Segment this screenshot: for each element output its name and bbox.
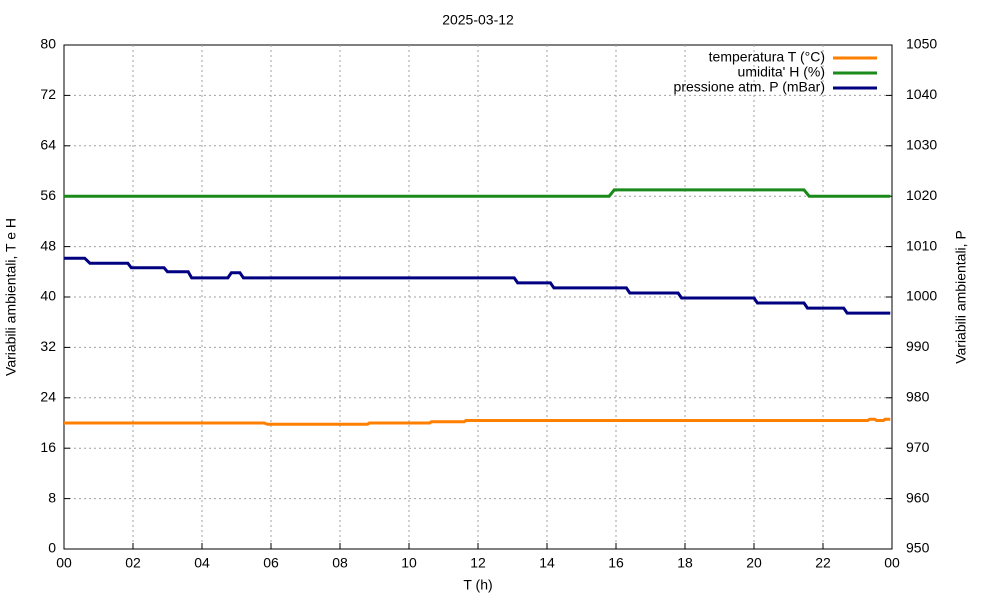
y-tick-label: 32 — [40, 338, 56, 354]
x-tick-label: 22 — [815, 555, 831, 571]
chart-title: 2025-03-12 — [442, 12, 514, 28]
x-tick-label: 10 — [401, 555, 417, 571]
y2-tick-label: 990 — [906, 338, 930, 354]
x-tick-label: 00 — [56, 555, 72, 571]
x-tick-label: 18 — [677, 555, 693, 571]
legend-label: umidita' H (%) — [738, 64, 825, 80]
y-tick-label: 80 — [40, 36, 56, 52]
x-tick-label: 12 — [470, 555, 486, 571]
y2-tick-label: 970 — [906, 439, 930, 455]
x-tick-label: 14 — [539, 555, 555, 571]
x-axis-label: T (h) — [463, 577, 492, 593]
y-tick-label: 48 — [40, 237, 56, 253]
x-tick-label: 04 — [194, 555, 210, 571]
y2-tick-label: 950 — [906, 540, 930, 556]
series-line — [64, 188, 891, 198]
y-axis-label: Variabili ambientali, T e H — [3, 218, 19, 376]
y2-tick-label: 960 — [906, 489, 930, 505]
series-line — [64, 256, 891, 315]
y-tick-label: 0 — [48, 540, 56, 556]
x-tick-label: 16 — [608, 555, 624, 571]
legend-label: pressione atm. P (mBar) — [674, 79, 825, 95]
y-tick-label: 8 — [48, 489, 56, 505]
y-tick-label: 56 — [40, 187, 56, 203]
legend-label: temperatura T (°C) — [709, 49, 825, 65]
y-tick-label: 72 — [40, 86, 56, 102]
y2-tick-label: 1010 — [906, 237, 937, 253]
x-tick-label: 20 — [746, 555, 762, 571]
y2-tick-label: 1000 — [906, 288, 937, 304]
y2-tick-label: 1020 — [906, 187, 937, 203]
y-tick-label: 40 — [40, 288, 56, 304]
x-tick-label: 06 — [263, 555, 279, 571]
y2-tick-label: 980 — [906, 389, 930, 405]
y2-axis-label: Variabili ambientali, P — [953, 230, 969, 364]
series-line — [64, 417, 891, 426]
y-tick-label: 64 — [40, 137, 56, 153]
y2-tick-label: 1030 — [906, 137, 937, 153]
y2-tick-label: 1050 — [906, 36, 937, 52]
y-tick-label: 16 — [40, 439, 56, 455]
x-tick-label: 00 — [884, 555, 900, 571]
y2-tick-label: 1040 — [906, 86, 937, 102]
y-tick-label: 24 — [40, 389, 56, 405]
x-tick-label: 02 — [125, 555, 141, 571]
x-tick-label: 08 — [332, 555, 348, 571]
